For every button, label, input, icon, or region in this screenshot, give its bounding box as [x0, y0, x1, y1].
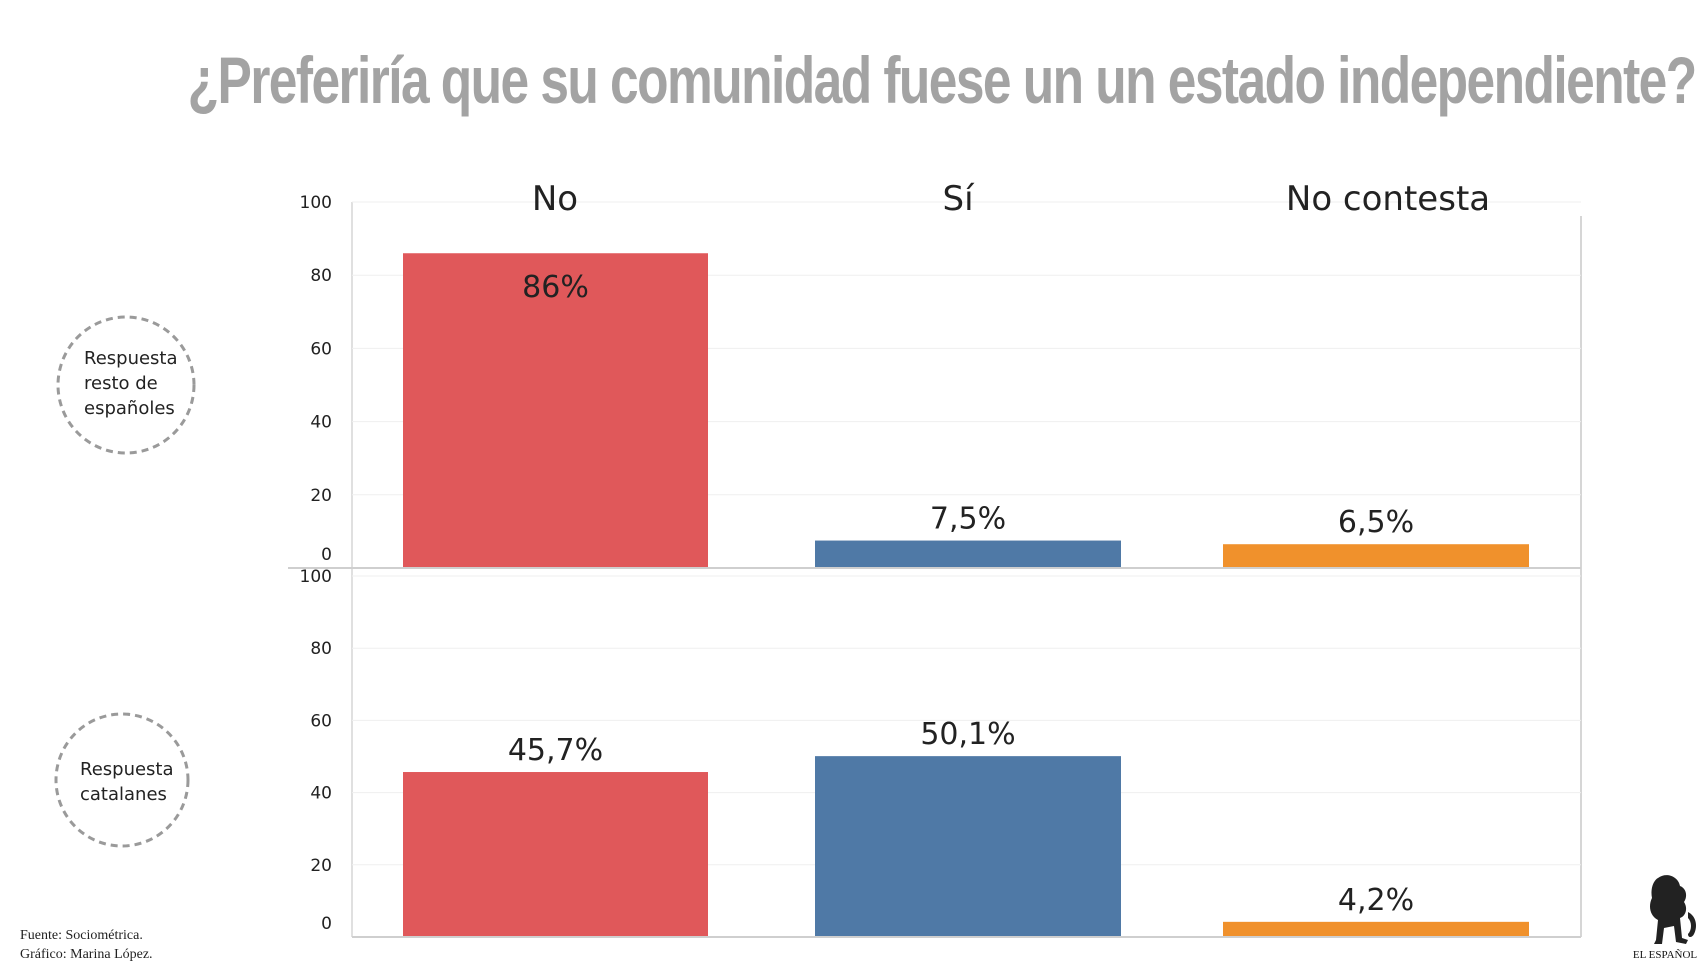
- data-label: 45,7%: [508, 733, 603, 768]
- panel-circle: [56, 315, 196, 455]
- y-tick-label: 100: [300, 193, 332, 213]
- y-tick-label: 0: [321, 545, 332, 565]
- panel-label-line: Respuesta: [80, 759, 174, 780]
- panel-label-line: resto de: [84, 373, 158, 394]
- lion-logo: EL ESPAÑOL: [1633, 875, 1698, 960]
- y-tick-label: 60: [310, 339, 332, 359]
- y-tick-label: 40: [310, 413, 332, 433]
- panel-label-line: Respuesta: [84, 348, 178, 369]
- panel-circle: [54, 712, 190, 848]
- data-label: 50,1%: [920, 717, 1015, 752]
- y-tick-label: 80: [310, 639, 332, 659]
- data-label: 4,2%: [1338, 883, 1414, 918]
- bar-no: [403, 772, 708, 937]
- chart-title: ¿Preferiría que su comunidad fuese un un…: [187, 43, 1698, 117]
- bar-no: [403, 253, 708, 569]
- category-label: No: [532, 179, 578, 219]
- category-label: Sí: [942, 179, 975, 219]
- panel-label-line: catalanes: [80, 784, 167, 805]
- bar-sí: [815, 540, 1121, 568]
- bar-no-contesta: [1223, 921, 1529, 937]
- y-tick-label: 80: [310, 266, 332, 286]
- y-tick-label: 60: [310, 711, 332, 731]
- y-tick-label: 20: [310, 486, 332, 506]
- bar-sí: [815, 756, 1121, 937]
- credit-note: Gráfico: Marina López.: [20, 947, 153, 962]
- y-tick-label: 40: [310, 784, 332, 804]
- bar-no-contesta: [1223, 544, 1529, 568]
- category-label: No contesta: [1286, 179, 1490, 219]
- panel-label-line: españoles: [84, 398, 175, 419]
- panel-label-top: Respuesta resto de españoles: [84, 346, 178, 421]
- y-tick-label: 100: [300, 567, 332, 587]
- data-label: 7,5%: [930, 502, 1006, 537]
- data-label: 6,5%: [1338, 505, 1414, 540]
- source-note: Fuente: Sociométrica.: [20, 928, 143, 943]
- panel-label-bottom: Respuesta catalanes: [80, 757, 174, 807]
- logo-text: EL ESPAÑOL: [1633, 949, 1698, 960]
- data-label: 86%: [522, 270, 589, 305]
- y-tick-label: 20: [310, 856, 332, 876]
- y-tick-label: 0: [321, 914, 332, 934]
